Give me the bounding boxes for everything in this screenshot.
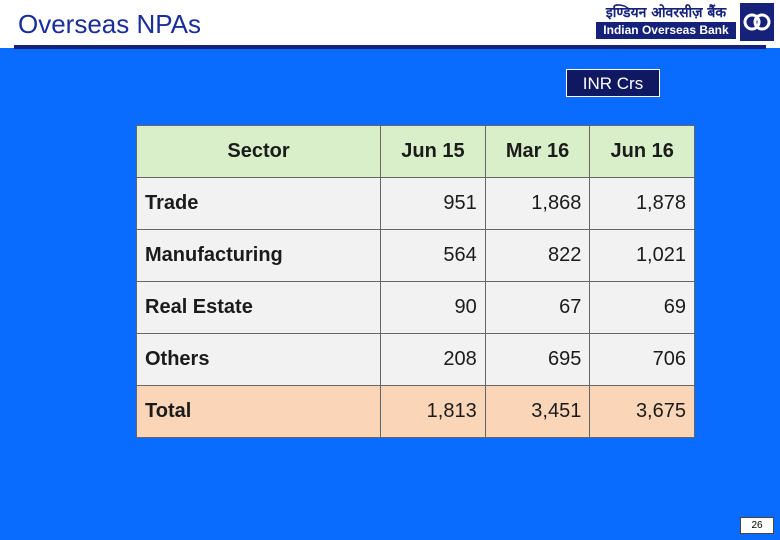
table-row: Manufacturing 564 822 1,021 (135, 229, 695, 282)
table-cell: 90 (380, 281, 486, 334)
table-cell: 1,813 (380, 385, 486, 438)
table-cell: 67 (484, 281, 591, 334)
column-header: Sector (135, 125, 382, 178)
table-row: Others 208 695 706 (135, 333, 695, 386)
table-cell: 3,675 (589, 385, 695, 438)
slide-header: Overseas NPAs इण्डियन ओवरसीज़ बैंक India… (0, 0, 780, 49)
header-divider (14, 45, 766, 49)
table-cell: 1,868 (484, 177, 591, 230)
column-header: Jun 15 (380, 125, 486, 178)
table-cell: 1,021 (589, 229, 695, 282)
sector-label: Trade (135, 177, 382, 230)
sector-label: Total (135, 385, 382, 438)
table-row: Trade 951 1,868 1,878 (135, 177, 695, 230)
slide-title: Overseas NPAs (18, 9, 202, 39)
column-header: Jun 16 (589, 125, 695, 178)
column-header: Mar 16 (484, 125, 591, 178)
table-cell: 208 (380, 333, 486, 386)
page-number: 26 (740, 517, 774, 534)
unit-label: INR Crs (566, 69, 660, 97)
logo-english-text: Indian Overseas Bank (596, 22, 736, 39)
sector-label: Real Estate (135, 281, 382, 334)
table-cell: 951 (380, 177, 486, 230)
logo-hindi-text: इण्डियन ओवरसीज़ बैंक (605, 5, 727, 21)
table-cell: 69 (589, 281, 695, 334)
table-cell: 3,451 (484, 385, 591, 438)
sector-label: Manufacturing (135, 229, 382, 282)
table-cell: 695 (484, 333, 591, 386)
table-row: Real Estate 90 67 69 (135, 281, 695, 334)
table-cell: 822 (484, 229, 591, 282)
npa-table: Sector Jun 15 Mar 16 Jun 16 Trade 951 1,… (135, 125, 695, 438)
bank-logo: इण्डियन ओवरसीज़ बैंक Indian Overseas Ban… (594, 3, 774, 41)
table-cell: 1,878 (589, 177, 695, 230)
table-header-row: Sector Jun 15 Mar 16 Jun 16 (135, 125, 695, 178)
table-cell: 564 (380, 229, 486, 282)
table-cell: 706 (589, 333, 695, 386)
sector-label: Others (135, 333, 382, 386)
iob-emblem-icon (740, 3, 774, 41)
total-row: Total 1,813 3,451 3,675 (135, 385, 695, 438)
